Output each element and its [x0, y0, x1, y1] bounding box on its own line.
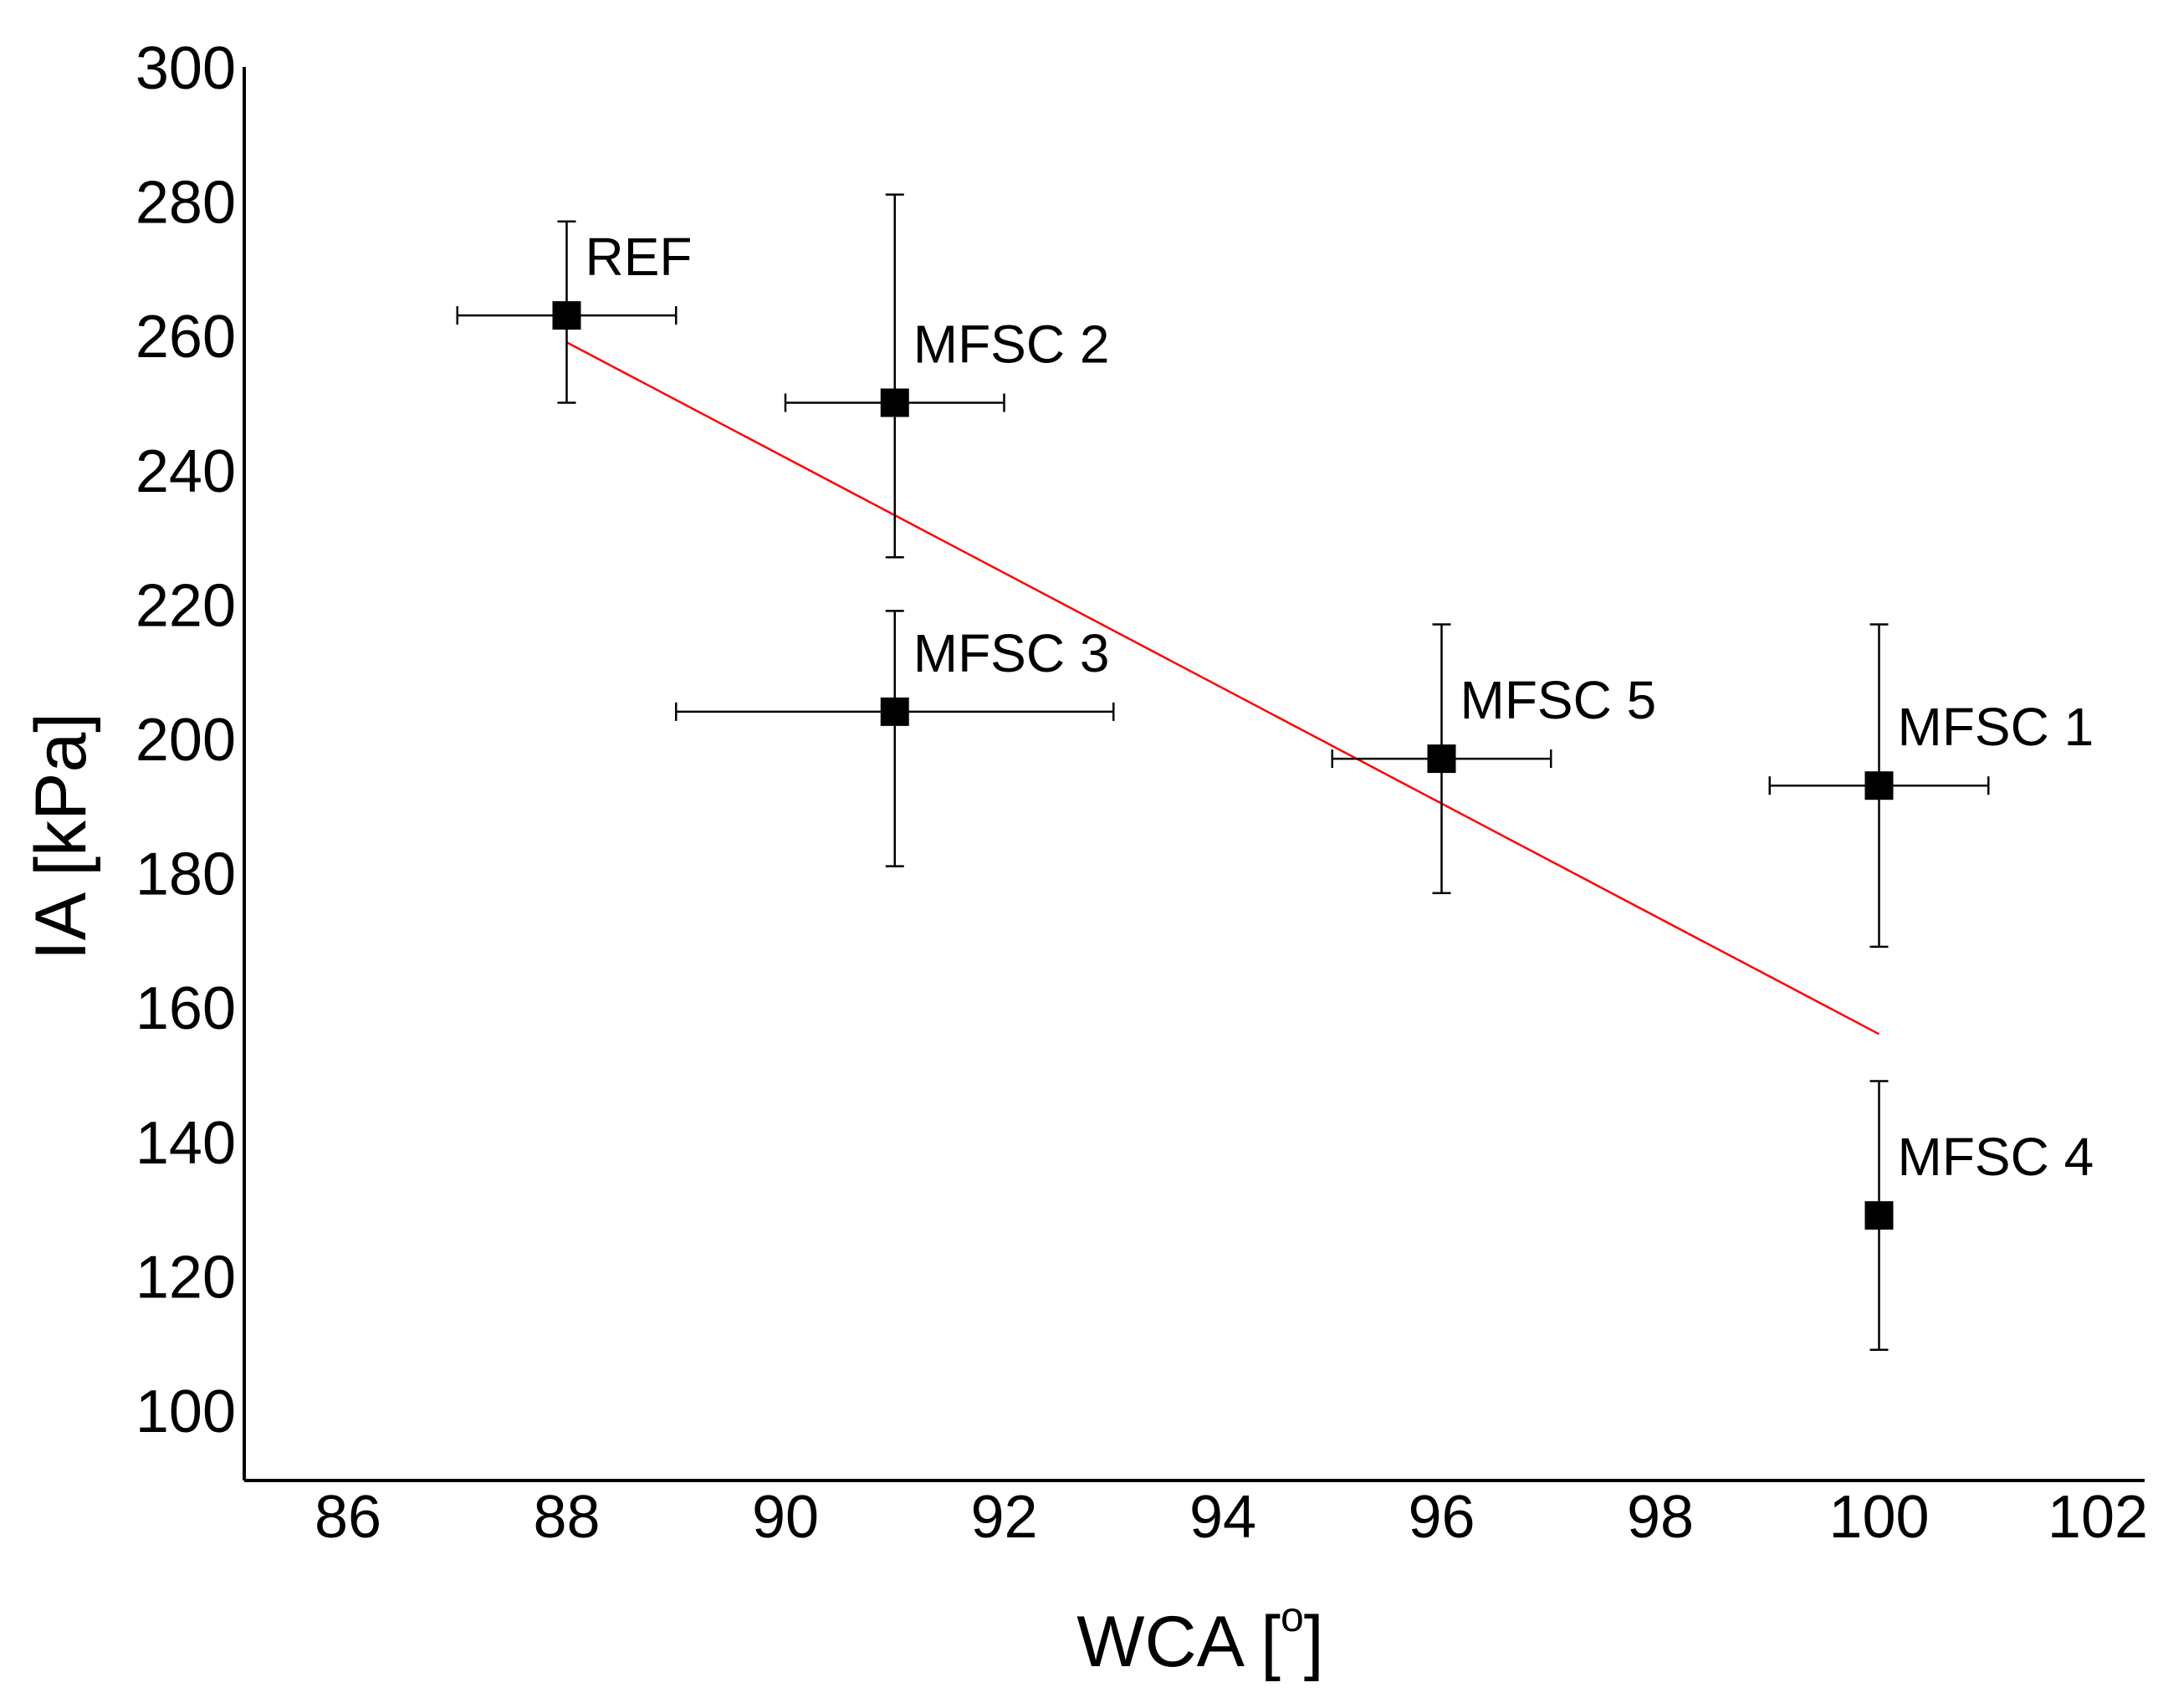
y-tick-label: 240	[136, 438, 236, 505]
x-tick-label: 86	[314, 1484, 381, 1551]
point-label-ref: REF	[586, 227, 693, 287]
data-point-mfsc-5	[1427, 744, 1456, 774]
x-tick-label: 90	[752, 1484, 819, 1551]
x-tick-label: 100	[1828, 1484, 1929, 1551]
y-tick-label: 120	[136, 1244, 236, 1311]
x-tick-label: 92	[970, 1484, 1037, 1551]
error-bar-layer	[456, 193, 1990, 1351]
y-tick-label: 220	[136, 572, 236, 639]
y-tick-label: 260	[136, 304, 236, 371]
data-point-mfsc-2	[880, 388, 909, 417]
y-tick-labels: 100 120 140 160 180 200 220 240 260 280 300	[136, 35, 236, 1445]
point-label-layer: REF MFSC 2 MFSC 3 MFSC 5 MFSC 1 MFSC 4	[586, 227, 2094, 1187]
y-tick-label: 200	[136, 707, 236, 774]
marker-layer	[552, 301, 1894, 1230]
point-label-mfsc-1: MFSC 1	[1898, 697, 2094, 757]
x-tick-label: 102	[2048, 1484, 2148, 1551]
x-axis-title: WCA [o]	[1076, 1593, 1323, 1682]
x-tick-label: 96	[1408, 1484, 1475, 1551]
x-axis-title-close: ]	[1304, 1602, 1324, 1682]
degree-symbol: o	[1281, 1593, 1304, 1640]
x-tick-label: 88	[533, 1484, 600, 1551]
point-label-mfsc-4: MFSC 4	[1898, 1127, 2094, 1187]
point-label-mfsc-5: MFSC 5	[1460, 670, 1657, 730]
y-tick-label: 100	[136, 1378, 236, 1445]
data-point-mfsc-4	[1864, 1201, 1894, 1230]
data-point-ref	[552, 301, 581, 330]
fit-line	[565, 341, 1880, 1036]
data-point-mfsc-3	[880, 697, 909, 726]
data-point-mfsc-1	[1864, 771, 1894, 800]
x-tick-label: 94	[1189, 1484, 1256, 1551]
y-tick-label: 300	[136, 35, 236, 102]
y-tick-label: 180	[136, 841, 236, 908]
axes	[243, 67, 2145, 1482]
y-axis-title: IA [kPa]	[21, 713, 101, 960]
x-tick-label: 98	[1627, 1484, 1694, 1551]
x-tick-labels: 86 88 90 92 94 96 98 100 102	[314, 1484, 2148, 1551]
fit-line-layer	[565, 341, 1880, 1036]
y-tick-label: 140	[136, 1110, 236, 1177]
point-label-mfsc-3: MFSC 3	[913, 623, 1110, 683]
point-label-mfsc-2: MFSC 2	[913, 314, 1110, 375]
y-tick-label: 160	[136, 975, 236, 1042]
y-tick-label: 280	[136, 170, 236, 237]
